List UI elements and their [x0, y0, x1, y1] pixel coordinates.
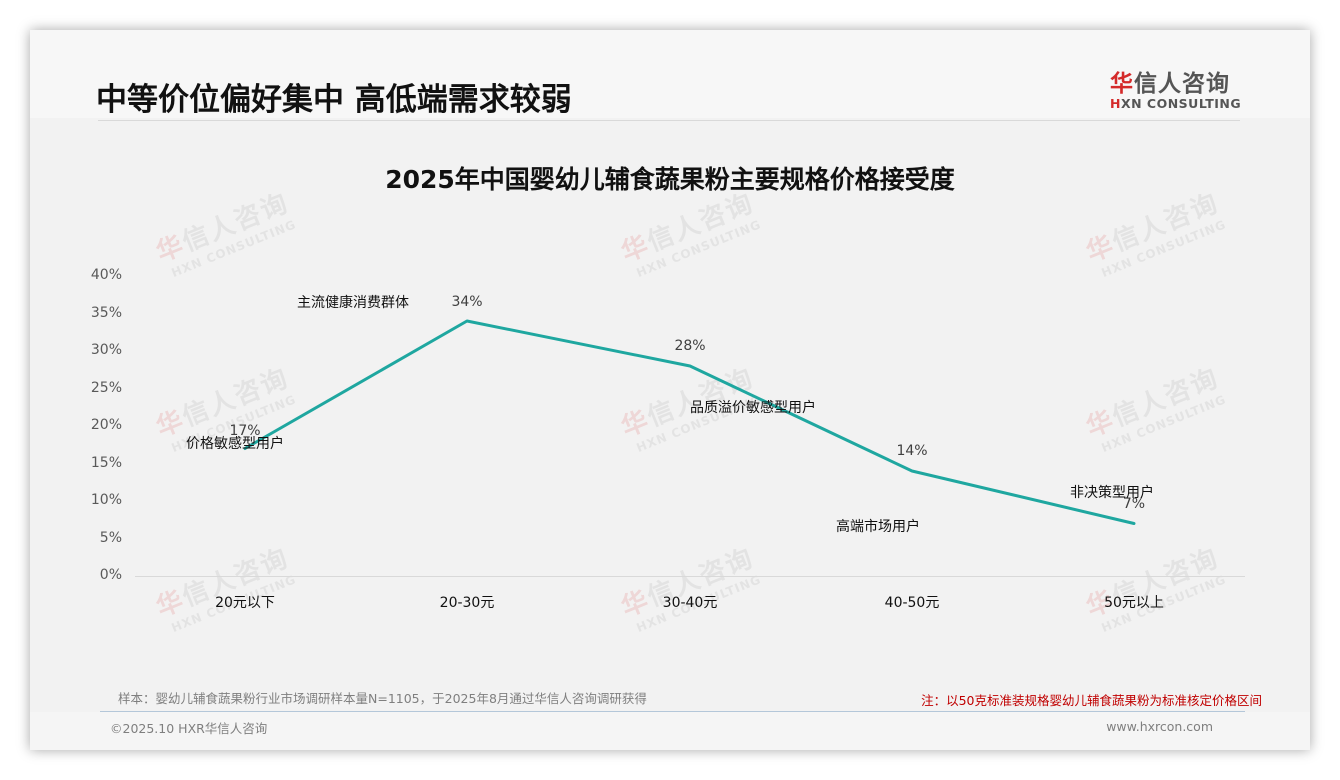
logo-en: HXN CONSULTING [1110, 96, 1250, 111]
header-divider [98, 120, 1240, 121]
y-tick-label: 30% [90, 342, 122, 358]
segment-annotation: 价格敏感型用户 [186, 436, 284, 452]
price-note: 注：以50克标准装规格婴幼儿辅食蔬果粉为标准核定价格区间 [921, 693, 1262, 708]
logo-cn-first: 华 [1110, 71, 1134, 97]
series-line [243, 319, 1136, 525]
y-tick-label: 5% [99, 529, 122, 546]
company-logo: 华信人咨询 HXN CONSULTING [1110, 64, 1250, 111]
y-tick-label: 0% [99, 567, 122, 583]
logo-cn-rest: 信人咨询 [1134, 71, 1230, 97]
segment-annotation: 非决策型用户 [1070, 485, 1154, 501]
y-tick-label: 20% [90, 417, 122, 433]
segment-annotation: 主流健康消费群体 [297, 295, 409, 311]
segment-annotation: 品质溢价敏感型用户 [690, 400, 816, 416]
y-tick-label: 15% [90, 454, 122, 471]
sample-note: 样本：婴幼儿辅食蔬果粉行业市场调研样本量N=1105，于2025年8月通过华信人… [118, 691, 647, 706]
data-label: 28% [674, 338, 706, 354]
x-tick-label: 20元以下 [215, 595, 275, 611]
footer-band [30, 712, 1310, 750]
y-tick-label: 35% [90, 304, 122, 321]
segment-annotation: 高端市场用户 [836, 519, 920, 535]
chart-title: 2025年中国婴幼儿辅食蔬果粉主要规格价格接受度 [385, 165, 955, 194]
logo-en-prefix: H [1110, 96, 1121, 111]
y-tick-label: 10% [90, 492, 122, 508]
logo-cn: 华信人咨询 [1110, 64, 1250, 98]
header-band [30, 30, 1310, 118]
data-label: 34% [451, 294, 483, 310]
x-tick-label: 50元以上 [1104, 595, 1164, 611]
x-axis-line [135, 576, 1245, 577]
footer-divider [100, 711, 1245, 712]
data-label: 17% [229, 422, 261, 439]
x-tick-label: 20-30元 [439, 595, 495, 611]
x-tick-label: 30-40元 [662, 595, 718, 611]
x-tick-label: 40-50元 [884, 595, 940, 611]
website-link[interactable]: www.hxrcon.com [1106, 719, 1213, 734]
slide: 中等价位偏好集中 高低端需求较弱 华信人咨询 HXN CONSULTING 华信… [30, 30, 1310, 750]
y-tick-label: 25% [90, 379, 122, 396]
logo-en-rest: XN CONSULTING [1120, 96, 1242, 111]
data-label: 14% [896, 443, 928, 459]
y-tick-label: 40% [90, 267, 122, 283]
plot-svg [243, 319, 1136, 525]
data-label: 7% [1122, 495, 1146, 512]
copyright: ©2025.10 HXR华信人咨询 [110, 721, 268, 736]
page-title: 中等价位偏好集中 高低端需求较弱 [96, 82, 572, 118]
